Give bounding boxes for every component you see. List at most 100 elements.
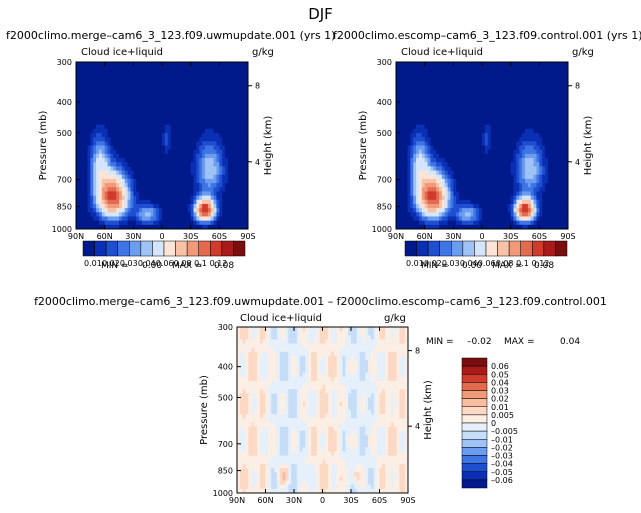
contour-cell bbox=[150, 158, 154, 163]
contour-cell bbox=[430, 87, 434, 92]
contour-cell bbox=[156, 166, 160, 171]
contour-cell bbox=[210, 141, 214, 146]
contour-cell bbox=[559, 149, 563, 155]
contour-cell bbox=[144, 137, 149, 142]
contour-cell bbox=[527, 199, 532, 205]
colorbar-label: 0.1 bbox=[516, 259, 529, 268]
contour-cell bbox=[493, 183, 497, 188]
contour-cell bbox=[116, 149, 120, 155]
contour-cell bbox=[479, 132, 483, 138]
contour-cell bbox=[227, 162, 232, 167]
contour-cell bbox=[93, 124, 97, 130]
contour-cell bbox=[401, 195, 405, 201]
y-tick-label: 300 bbox=[57, 58, 72, 67]
contour-cell bbox=[536, 195, 540, 201]
contour-cell bbox=[530, 216, 534, 222]
contour-cell bbox=[210, 137, 214, 142]
contour-cell bbox=[136, 166, 140, 171]
contour-cell bbox=[233, 199, 237, 205]
contour-cell bbox=[504, 103, 509, 109]
contour-cell bbox=[227, 224, 232, 230]
contour-cell bbox=[227, 149, 232, 155]
contour-cell bbox=[144, 70, 149, 75]
contour-cell bbox=[233, 187, 237, 192]
left-y2-axis-label: Height (km) bbox=[263, 116, 274, 176]
contour-cell bbox=[522, 208, 526, 213]
contour-cell bbox=[153, 66, 157, 71]
contour-cell bbox=[96, 78, 100, 84]
contour-cell bbox=[141, 224, 146, 230]
contour-cell bbox=[236, 183, 240, 188]
contour-cell bbox=[236, 78, 240, 84]
contour-cell bbox=[110, 166, 114, 171]
contour-cell bbox=[510, 112, 514, 117]
contour-cell bbox=[499, 107, 503, 113]
contour-cell bbox=[76, 208, 80, 213]
contour-cell bbox=[516, 174, 520, 180]
contour-cell bbox=[396, 124, 400, 130]
contour-cell bbox=[479, 87, 483, 92]
contour-cell bbox=[533, 208, 537, 213]
contour-cell bbox=[139, 212, 143, 217]
contour-cell bbox=[84, 103, 88, 109]
contour-cell bbox=[187, 78, 192, 84]
contour-cell bbox=[527, 208, 532, 213]
contour-cell bbox=[104, 128, 108, 134]
contour-cell bbox=[530, 183, 534, 188]
contour-cell bbox=[519, 166, 523, 171]
contour-cell bbox=[245, 327, 249, 332]
contour-cell bbox=[170, 124, 174, 130]
contour-cell bbox=[84, 191, 88, 196]
contour-cell bbox=[404, 195, 408, 201]
contour-cell bbox=[96, 87, 100, 92]
colorbar-swatch bbox=[140, 240, 153, 257]
contour-cell bbox=[539, 174, 543, 180]
contour-cell bbox=[170, 103, 174, 109]
contour-cell bbox=[93, 91, 97, 96]
contour-cell bbox=[510, 116, 514, 121]
contour-cell bbox=[78, 95, 83, 100]
contour-cell bbox=[167, 107, 171, 113]
contour-cell bbox=[433, 216, 437, 222]
contour-cell bbox=[522, 178, 526, 184]
contour-cell bbox=[101, 137, 106, 142]
contour-cell bbox=[96, 91, 100, 96]
colorbar-swatch bbox=[117, 240, 130, 257]
contour-cell bbox=[162, 132, 166, 138]
contour-cell bbox=[433, 87, 437, 92]
contour-cell bbox=[539, 178, 543, 184]
contour-cell bbox=[502, 195, 506, 201]
contour-cell bbox=[496, 191, 500, 196]
colorbar-label: 0.1 bbox=[194, 259, 207, 268]
contour-cell bbox=[542, 220, 546, 226]
contour-cell bbox=[130, 70, 134, 75]
contour-cell bbox=[459, 203, 463, 209]
contour-cell bbox=[216, 116, 220, 121]
contour-cell bbox=[490, 212, 494, 217]
contour-cell bbox=[545, 112, 549, 117]
contour-cell bbox=[513, 74, 517, 80]
contour-cell bbox=[156, 174, 160, 180]
contour-cell bbox=[525, 120, 529, 126]
contour-cell bbox=[127, 87, 131, 92]
contour-cell bbox=[513, 145, 517, 151]
contour-cell bbox=[76, 216, 80, 222]
contour-cell bbox=[124, 107, 128, 113]
contour-cell bbox=[139, 82, 143, 88]
contour-cell bbox=[119, 166, 123, 171]
contour-cell bbox=[482, 216, 486, 222]
contour-cell bbox=[104, 158, 108, 163]
contour-cell bbox=[459, 74, 463, 80]
contour-cell bbox=[133, 78, 137, 84]
contour-cell bbox=[90, 103, 94, 109]
contour-cell bbox=[470, 74, 474, 80]
contour-cell bbox=[556, 78, 560, 84]
contour-cell bbox=[427, 103, 431, 109]
contour-cell bbox=[147, 74, 151, 80]
contour-cell bbox=[507, 208, 512, 213]
contour-cell bbox=[525, 145, 529, 151]
contour-cell bbox=[565, 141, 569, 146]
contour-cell bbox=[242, 137, 246, 142]
contour-cell bbox=[150, 149, 154, 155]
contour-cell bbox=[210, 87, 214, 92]
